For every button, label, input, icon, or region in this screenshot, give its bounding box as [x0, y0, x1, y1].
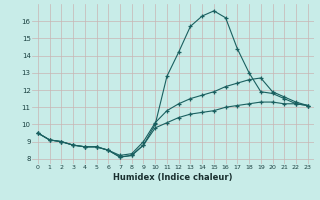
X-axis label: Humidex (Indice chaleur): Humidex (Indice chaleur)	[113, 173, 233, 182]
